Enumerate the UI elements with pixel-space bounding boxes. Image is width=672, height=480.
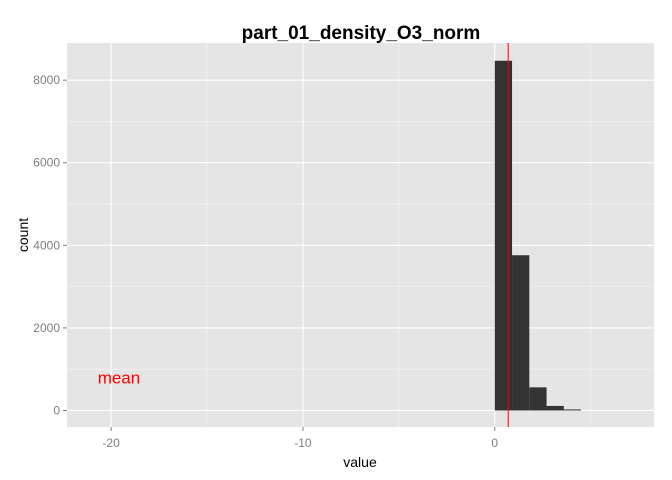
- histogram-bar: [563, 409, 582, 411]
- histogram-bar: [546, 405, 564, 411]
- x-axis-label: value: [343, 454, 377, 470]
- histogram-bar: [512, 255, 530, 411]
- y-tick-label: 0: [53, 403, 60, 417]
- y-tick-label: 2000: [33, 321, 60, 335]
- x-tick-label: -10: [294, 436, 312, 450]
- histogram-bar: [529, 387, 547, 411]
- y-tick-label: 8000: [33, 73, 60, 87]
- y-tick-label: 6000: [33, 156, 60, 170]
- x-axis-ticks: -20 -10 0: [102, 427, 498, 450]
- mean-annotation: mean: [98, 368, 141, 387]
- y-axis-label: count: [15, 218, 31, 252]
- chart-title: part_01_density_O3_norm: [242, 23, 481, 44]
- y-axis-ticks: 0 2000 4000 6000 8000: [33, 73, 67, 417]
- x-tick-label: -20: [102, 436, 120, 450]
- minor-gridlines: [67, 43, 654, 427]
- plot-panel: [67, 43, 654, 427]
- x-tick-label: 0: [491, 436, 498, 450]
- y-tick-label: 4000: [33, 238, 60, 252]
- histogram-bar: [494, 60, 513, 411]
